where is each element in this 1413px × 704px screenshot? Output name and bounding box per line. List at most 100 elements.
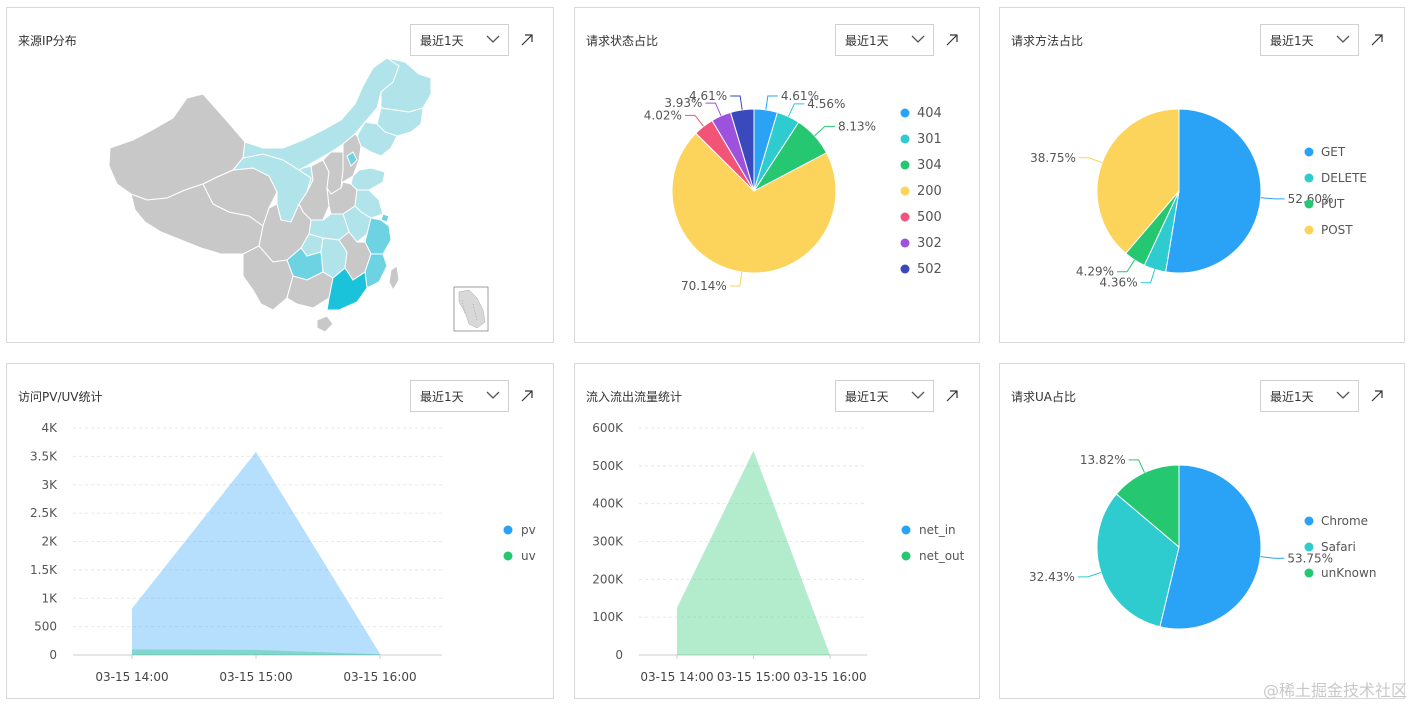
x-tick-label: 03-15 14:00	[95, 670, 168, 684]
legend-label[interactable]: 404	[917, 106, 942, 121]
legend-label[interactable]: 200	[917, 184, 942, 199]
y-tick-label: 2K	[41, 535, 58, 549]
time-range-select[interactable]: 最近1天	[1260, 380, 1359, 412]
pie-leader-line	[1077, 572, 1102, 578]
legend-label[interactable]: 302	[917, 236, 942, 251]
pie-data-label: 32.43%	[1029, 570, 1075, 584]
legend-label[interactable]: uv	[521, 549, 536, 563]
y-tick-label: 500	[34, 620, 57, 634]
pie-data-label: 52.60%	[1288, 192, 1334, 206]
province-beijing[interactable]	[346, 151, 358, 167]
pie-slice-502[interactable]	[729, 108, 755, 192]
legend-label[interactable]: Safari	[1321, 540, 1356, 554]
card-method-pie: 请求方法占比 最近1天 52.60% 4.36% 4.29% 38.75% GET DEL…	[999, 7, 1405, 343]
pie-leader-line	[765, 95, 778, 110]
legend-dot	[900, 264, 910, 274]
pie-data-label: 53.75%	[1287, 551, 1333, 565]
pie-leader-line	[814, 125, 835, 137]
legend-label[interactable]: unKnown	[1321, 566, 1376, 580]
expand-icon[interactable]	[946, 390, 958, 402]
pie-data-label: 4.29%	[1076, 265, 1114, 279]
expand-icon[interactable]	[946, 34, 958, 46]
area-net-out[interactable]	[677, 450, 830, 655]
legend-label[interactable]: Chrome	[1321, 514, 1368, 528]
legend-dot	[1304, 542, 1314, 552]
time-range-select[interactable]: 最近1天	[410, 24, 509, 56]
time-range-select[interactable]: 最近1天	[410, 380, 509, 412]
y-tick-label: 3.5K	[30, 449, 58, 463]
legend-label[interactable]: PUT	[1321, 197, 1345, 211]
legend-dot	[503, 525, 513, 535]
expand-icon[interactable]	[521, 390, 533, 402]
time-range-select[interactable]: 最近1天	[1260, 24, 1359, 56]
pie-data-label: 3.93%	[664, 96, 702, 110]
legend-dot	[1304, 568, 1314, 578]
province-guangdong[interactable]	[326, 267, 368, 311]
legend-label[interactable]: 301	[917, 132, 942, 147]
card-title: 请求状态占比	[586, 34, 659, 48]
pie-slice-get[interactable]	[1165, 108, 1262, 274]
legend-label[interactable]: net_out	[919, 549, 965, 563]
pie-leader-line	[1078, 157, 1103, 164]
province-taiwan[interactable]	[388, 265, 400, 292]
y-tick-label: 500K	[592, 459, 624, 473]
legend-label[interactable]: 502	[917, 262, 942, 277]
legend-dot	[1304, 516, 1314, 526]
legend-label[interactable]: 304	[917, 158, 942, 173]
pie-data-label: 70.14%	[681, 279, 727, 293]
pie-slice-post[interactable]	[1096, 108, 1180, 255]
area-pv[interactable]	[132, 451, 380, 655]
pie-slice-safari[interactable]	[1096, 493, 1180, 628]
expand-icon[interactable]	[1371, 390, 1383, 402]
y-tick-label: 100K	[592, 610, 624, 624]
legend-label[interactable]: 500	[917, 210, 942, 225]
card-title: 访问PV/UV统计	[18, 390, 103, 404]
card-title: 流入流出流量统计	[586, 390, 683, 404]
pie-data-label: 38.75%	[1030, 151, 1076, 165]
pie-leader-line	[729, 272, 743, 287]
time-range-select[interactable]: 最近1天	[835, 24, 934, 56]
legend-label[interactable]: pv	[521, 523, 536, 537]
province-shanghai[interactable]	[380, 213, 390, 223]
legend-label[interactable]: GET	[1321, 145, 1346, 159]
ua-pie-chart: 53.75% 32.43% 13.82% Chrome Safari unKnown	[1029, 453, 1376, 630]
province-qinghai[interactable]	[202, 167, 278, 227]
legend-dot	[900, 186, 910, 196]
pie-leader-line	[1117, 259, 1136, 273]
pie-leader-line	[1260, 556, 1285, 559]
legend-label[interactable]: POST	[1321, 223, 1353, 237]
card-ua-pie: 请求UA占比 最近1天 53.75% 32.43% 13.82% Chrome Safa…	[999, 363, 1405, 699]
pie-leader-line	[705, 102, 722, 117]
status-pie-chart: 4.61%4.56%8.13%70.14%4.02%3.93%4.61%4043…	[644, 89, 942, 293]
legend-dot	[900, 134, 910, 144]
x-tick-label: 03-15 14:00	[640, 670, 713, 684]
y-tick-label: 4K	[41, 421, 58, 435]
province-hainan[interactable]	[316, 315, 334, 333]
pie-data-label: 4.61%	[689, 89, 727, 103]
legend-label[interactable]: DELETE	[1321, 171, 1367, 185]
pie-leader-line	[1140, 269, 1156, 284]
card-title: 请求方法占比	[1011, 34, 1084, 48]
expand-icon[interactable]	[521, 34, 533, 46]
y-tick-label: 300K	[592, 535, 624, 549]
pie-slice-chrome[interactable]	[1159, 464, 1262, 630]
legend-dot	[900, 238, 910, 248]
chevron-down-icon	[486, 35, 500, 43]
time-range-select[interactable]: 最近1天	[835, 380, 934, 412]
pie-slice-200[interactable]	[671, 132, 837, 274]
expand-icon[interactable]	[1371, 34, 1383, 46]
legend-dot	[900, 212, 910, 222]
y-tick-label: 1K	[41, 591, 58, 605]
time-range-label: 最近1天	[1270, 34, 1314, 48]
legend-label[interactable]: net_in	[919, 523, 956, 537]
legend-dot	[901, 525, 911, 535]
pie-data-label: 4.02%	[644, 108, 682, 122]
legend-dot	[503, 551, 513, 561]
y-tick-label: 2.5K	[30, 506, 58, 520]
area-uv[interactable]	[132, 649, 380, 655]
province-shandong[interactable]	[350, 167, 386, 191]
x-tick-label: 03-15 16:00	[793, 670, 866, 684]
pie-leader-line	[730, 95, 743, 110]
time-range-label: 最近1天	[845, 34, 889, 48]
pie-data-label: 13.82%	[1080, 453, 1126, 467]
